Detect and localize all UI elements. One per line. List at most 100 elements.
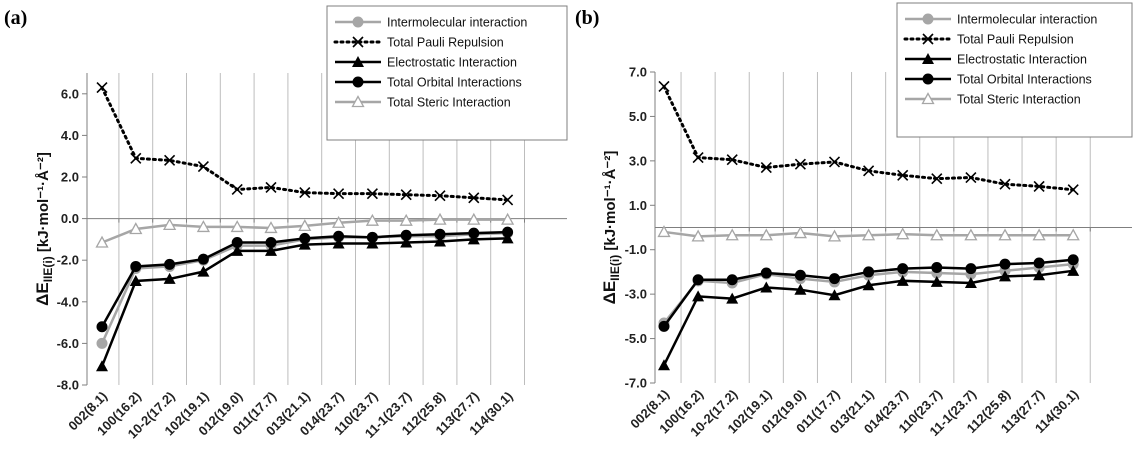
legend-marker [922, 73, 934, 85]
data-point [999, 270, 1011, 282]
data-point [794, 283, 807, 295]
data-point [658, 359, 670, 371]
y-tick-label: 2.0 [61, 170, 79, 185]
data-point [265, 237, 277, 249]
legend-label: Electrostatic Interaction [387, 56, 517, 70]
data-point [332, 237, 345, 249]
y-tick-label: -8.0 [57, 378, 79, 393]
legend-label: Total Orbital Interactions [957, 73, 1092, 87]
series-electrostatic-interaction [658, 264, 1080, 371]
data-point [692, 274, 704, 286]
data-point [502, 226, 514, 238]
legend: Intermolecular interaction Total Pauli Re… [896, 2, 1133, 138]
series-total-steric-interaction [657, 225, 1080, 242]
legend-entry: Total Pauli Repulsion [333, 36, 504, 50]
y-tick-label: 6.0 [61, 86, 79, 101]
y-tick-label: 5.0 [629, 109, 647, 124]
series-total-pauli-repulsion [658, 80, 1079, 196]
data-point [1066, 228, 1080, 241]
data-point [897, 263, 909, 275]
data-point [333, 230, 345, 242]
data-point [299, 232, 311, 244]
data-point [965, 171, 977, 184]
data-point [657, 225, 671, 238]
data-point [333, 188, 345, 200]
data-point [692, 151, 704, 164]
y-tick-label: -4.0 [57, 294, 79, 309]
data-point [196, 220, 210, 233]
data-point [759, 228, 773, 241]
data-point [999, 178, 1011, 190]
data-point [658, 80, 670, 93]
data-point [760, 281, 773, 293]
legend-marker [352, 36, 364, 48]
chart-panel-1: (a)-8.0-6.0-4.0-2.00.02.04.06.0002(8.1)1… [4, 5, 568, 442]
data-point [896, 227, 910, 240]
data-point [965, 263, 977, 275]
y-tick-label: -6.0 [57, 336, 79, 351]
data-point [299, 187, 311, 199]
data-point [467, 233, 480, 245]
data-point [827, 229, 842, 242]
y-tick-label: 1.0 [629, 198, 647, 213]
data-point [760, 161, 772, 174]
legend-marker [351, 95, 365, 108]
legend-label: Intermolecular interaction [957, 13, 1097, 27]
data-point [399, 213, 413, 226]
series-total-orbital-interactions [658, 254, 1079, 332]
legend-entry: Total Orbital Interactions [335, 76, 522, 90]
data-point [163, 217, 177, 230]
data-point [468, 192, 480, 204]
legend-marker [922, 13, 934, 25]
series-line [100, 237, 508, 367]
y-tick-label: 7.0 [629, 65, 647, 80]
data-point [95, 235, 109, 248]
data-point [725, 228, 739, 241]
data-point [164, 258, 176, 270]
data-point [366, 231, 378, 243]
legend-marker [352, 76, 364, 88]
legend-marker [922, 33, 934, 45]
data-point [501, 232, 514, 244]
data-point [1067, 264, 1080, 276]
data-point [964, 228, 978, 241]
data-point [863, 266, 875, 278]
data-point [164, 154, 176, 166]
data-point [930, 228, 944, 241]
data-point [366, 237, 379, 249]
data-point [298, 219, 312, 232]
legend-marker [921, 92, 935, 105]
data-point [96, 360, 108, 372]
data-point [96, 321, 108, 333]
data-point [1033, 269, 1046, 281]
legend-label: Total Steric Interaction [387, 96, 511, 110]
data-point [332, 215, 346, 228]
data-point [896, 274, 909, 286]
data-point [658, 320, 670, 332]
data-point [197, 265, 210, 277]
panel-label: (b) [575, 7, 599, 29]
data-point [964, 277, 977, 289]
data-point [468, 227, 480, 239]
legend-label: Total Steric Interaction [957, 93, 1081, 107]
legend-entry: Intermolecular interaction [335, 16, 527, 30]
legend-entry: Intermolecular interaction [905, 13, 1097, 27]
legend-marker [922, 53, 934, 64]
data-point [434, 228, 446, 240]
data-point [400, 236, 413, 248]
legend-entry: Total Steric Interaction [335, 95, 511, 110]
data-point [794, 269, 806, 281]
y-tick-label: -5.0 [625, 331, 647, 346]
series-line [100, 231, 508, 344]
data-point [828, 289, 841, 301]
series-electrostatic-interaction [96, 232, 514, 372]
data-point [862, 228, 876, 241]
data-point [726, 292, 739, 304]
y-tick-label: -3.0 [625, 287, 647, 302]
legend-box [896, 2, 1133, 138]
legend-label: Total Orbital Interactions [387, 76, 522, 90]
legend-label: Total Pauli Repulsion [387, 36, 504, 50]
data-point [96, 337, 108, 349]
data-point [130, 152, 142, 164]
